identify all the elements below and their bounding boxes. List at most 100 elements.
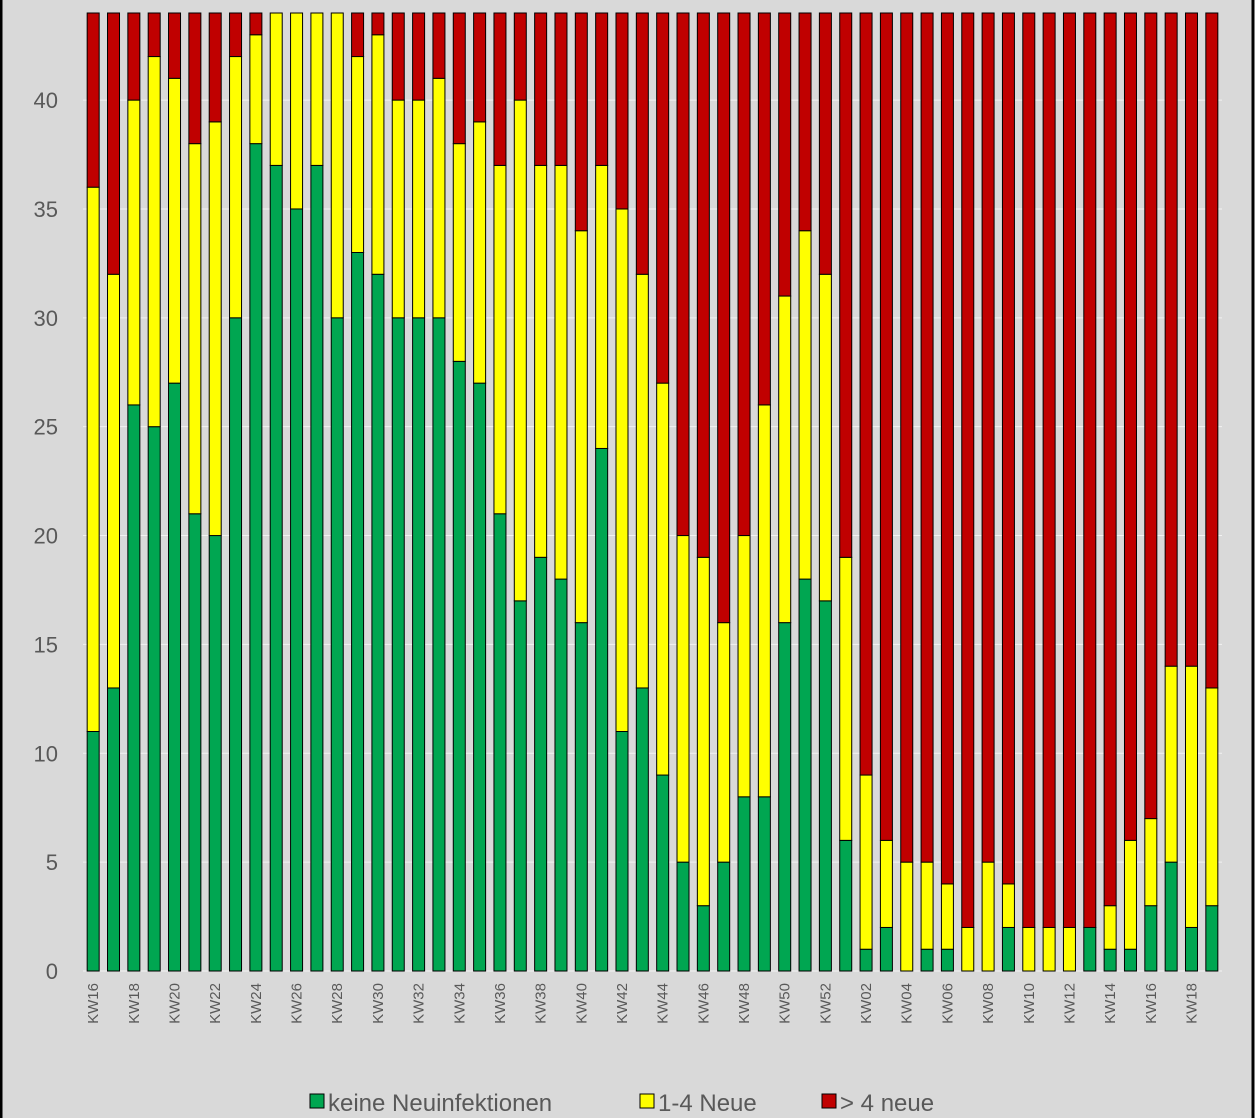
bar-segment — [168, 77, 182, 384]
x-tick-label: KW46 — [695, 983, 712, 1024]
bar-segment — [513, 12, 527, 101]
x-tick-label: KW12 — [1061, 983, 1078, 1024]
bar-segment — [290, 208, 304, 972]
bar-segment — [635, 273, 649, 689]
bar-segment — [879, 926, 893, 972]
y-tick-label: 20 — [34, 524, 58, 549]
y-tick-label: 10 — [34, 741, 58, 766]
bar-segment — [391, 317, 405, 972]
bar-segment — [371, 12, 385, 36]
bar-segment — [757, 796, 771, 972]
bar-segment — [1144, 905, 1158, 972]
bar-segment — [981, 12, 995, 863]
x-tick-label: KW48 — [736, 983, 753, 1024]
bar-segment — [656, 774, 670, 972]
x-tick-label: KW20 — [167, 983, 184, 1024]
bar-segment — [859, 12, 873, 776]
bar-segment — [208, 12, 222, 123]
legend-label: 1-4 Neue — [658, 1090, 757, 1117]
bar-segment — [879, 12, 893, 841]
bar-segment — [310, 12, 324, 166]
bar-segment — [635, 687, 649, 972]
bar-segment — [696, 12, 710, 558]
bar-segment — [920, 948, 934, 972]
y-tick-label: 40 — [34, 88, 58, 113]
bar-segment — [1123, 839, 1137, 950]
bar-segment — [798, 578, 812, 972]
bar-segment — [493, 12, 507, 166]
bar-segment — [859, 774, 873, 950]
bar-segment — [412, 99, 426, 319]
bar-segment — [635, 12, 649, 275]
bar-segment — [717, 622, 731, 863]
x-tick-label: KW16 — [1143, 983, 1160, 1024]
bar-segment — [696, 905, 710, 972]
bar-segment — [757, 12, 771, 406]
bar-segment — [1205, 12, 1219, 689]
bar-segment — [615, 208, 629, 733]
x-tick-label: KW08 — [980, 983, 997, 1024]
bar-segment — [269, 164, 283, 972]
y-tick-label: 15 — [34, 632, 58, 657]
bar-segment — [168, 12, 182, 79]
bar-segment — [127, 12, 141, 101]
bar-segment — [818, 12, 832, 275]
bar-segment — [432, 317, 446, 972]
bar-segment — [351, 252, 365, 972]
bar-segment — [86, 731, 100, 972]
bar-segment — [554, 12, 568, 166]
x-tick-label: KW16 — [85, 983, 102, 1024]
bar-segment — [839, 12, 853, 558]
y-tick-label: 0 — [46, 959, 58, 984]
bar-segment — [595, 164, 609, 449]
bar-segment — [595, 447, 609, 972]
bar-segment — [107, 687, 121, 972]
bar-segment — [859, 948, 873, 972]
x-tick-label: KW10 — [1021, 983, 1038, 1024]
x-tick-label: KW18 — [126, 983, 143, 1024]
bar-segment — [1083, 926, 1097, 972]
x-tick-label: KW24 — [248, 983, 265, 1024]
x-tick-label: KW40 — [573, 983, 590, 1024]
bar-segment — [920, 861, 934, 950]
bar-segment — [574, 230, 588, 624]
bar-segment — [1123, 12, 1137, 841]
x-tick-label: KW50 — [777, 983, 794, 1024]
bar-segment — [269, 12, 283, 166]
bar-segment — [1042, 926, 1056, 972]
bar-segment — [961, 926, 975, 972]
x-tick-label: KW32 — [411, 983, 428, 1024]
bar-segment — [168, 382, 182, 972]
x-tick-label: KW36 — [492, 983, 509, 1024]
bar-segment — [229, 317, 243, 972]
bar-segment — [798, 230, 812, 580]
bar-segment — [900, 861, 914, 972]
bar-segment — [818, 273, 832, 602]
bar-segment — [351, 12, 365, 58]
bar-segment — [554, 578, 568, 972]
bar-segment — [1184, 926, 1198, 972]
bar-segment — [676, 861, 690, 972]
bar-segment — [798, 12, 812, 232]
bar-segment — [147, 56, 161, 428]
bar-segment — [1205, 905, 1219, 972]
x-tick-label: KW52 — [817, 983, 834, 1024]
x-tick-label: KW18 — [1183, 983, 1200, 1024]
bar-segment — [757, 404, 771, 798]
bar-segment — [513, 600, 527, 972]
bar-segment — [229, 56, 243, 319]
x-tick-label: KW30 — [370, 983, 387, 1024]
bar-segment — [900, 12, 914, 863]
bar-segment — [452, 360, 466, 972]
bar-segment — [1103, 905, 1117, 950]
bar-segment — [290, 12, 304, 210]
bar-segment — [737, 12, 751, 537]
bar-segment — [86, 12, 100, 188]
x-tick-label: KW44 — [655, 983, 672, 1024]
bar-segment — [879, 839, 893, 928]
y-tick-label: 25 — [34, 415, 58, 440]
bar-segment — [1103, 12, 1117, 907]
x-tick-label: KW28 — [329, 983, 346, 1024]
bar-segment — [940, 12, 954, 885]
legend-label: > 4 neue — [840, 1090, 934, 1117]
